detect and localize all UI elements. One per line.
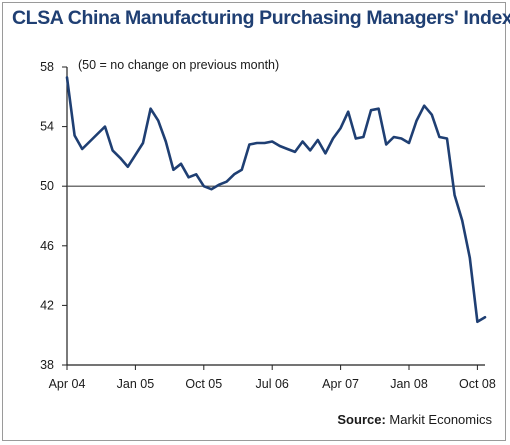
data-point: [241, 169, 243, 171]
x-tick-label: Jan 08: [390, 377, 428, 391]
chart-subtitle: (50 = no change on previous month): [78, 58, 280, 72]
data-point: [453, 194, 456, 196]
data-point: [89, 140, 91, 143]
data-point: [347, 110, 350, 113]
data-point: [210, 188, 213, 190]
x-tick-label: Jan 05: [117, 377, 155, 391]
y-tick-label: 38: [40, 358, 54, 372]
data-point: [157, 119, 159, 122]
y-ticks: 58 54 50 46 42 38: [40, 60, 67, 372]
data-point: [96, 133, 99, 135]
data-points: [66, 76, 486, 323]
data-point: [271, 140, 274, 143]
data-point: [408, 142, 410, 144]
source-label: Source:: [337, 412, 386, 427]
x-tick-label: Apr 07: [322, 377, 359, 391]
source-note: Source: Markit Economics: [337, 412, 492, 427]
data-point: [180, 163, 182, 165]
y-tick-label: 42: [40, 298, 54, 312]
data-point: [225, 180, 228, 183]
data-point: [393, 136, 395, 138]
data-point: [263, 142, 266, 144]
data-point: [484, 316, 486, 319]
y-tick-label: 54: [40, 120, 54, 134]
data-point: [469, 256, 471, 259]
chart-title: CLSA China Manufacturing Purchasing Mana…: [12, 7, 510, 29]
y-tick-label: 46: [40, 239, 54, 253]
data-point: [370, 109, 372, 112]
data-point: [415, 119, 418, 122]
data-point: [446, 137, 448, 140]
y-tick-label: 50: [40, 179, 54, 193]
data-point: [172, 169, 175, 171]
data-point: [203, 185, 205, 187]
data-point: [476, 320, 479, 323]
x-tick-label: Apr 04: [49, 377, 86, 391]
data-point: [248, 143, 251, 146]
data-point: [317, 139, 319, 141]
data-point: [256, 142, 258, 144]
y-tick-label: 58: [40, 60, 54, 74]
data-point: [149, 107, 152, 110]
data-point: [195, 173, 197, 176]
data-point: [233, 173, 235, 176]
data-point: [309, 149, 312, 152]
data-point: [355, 137, 357, 140]
data-point: [81, 148, 83, 150]
data-point: [294, 151, 296, 153]
x-ticks: Apr 04 Jan 05 Oct 05 Jul 06 Apr 07 Jan 08 Oct …: [49, 365, 496, 391]
data-point: [127, 166, 129, 168]
data-point: [400, 137, 403, 140]
data-point: [279, 145, 281, 147]
data-point: [134, 154, 137, 156]
data-point: [218, 183, 220, 186]
data-point: [377, 107, 380, 110]
data-point: [66, 76, 68, 79]
data-point: [119, 157, 121, 159]
data-point: [104, 125, 106, 128]
data-point: [286, 148, 289, 150]
data-point: [332, 137, 334, 140]
data-point: [339, 127, 342, 129]
data-point: [423, 104, 426, 107]
data-point: [362, 136, 365, 138]
x-tick-label: Oct 08: [459, 377, 496, 391]
data-point: [142, 142, 144, 144]
series-line: [65, 76, 487, 324]
data-point: [73, 134, 76, 137]
data-point: [461, 219, 464, 222]
x-tick-label: Jul 06: [256, 377, 289, 391]
data-point: [187, 176, 190, 179]
data-point: [431, 113, 433, 116]
data-point: [301, 140, 304, 143]
x-tick-label: Oct 05: [185, 377, 222, 391]
data-point: [165, 140, 167, 143]
source-value: Markit Economics: [389, 412, 492, 427]
chart-frame: [2, 2, 506, 441]
data-point: [324, 152, 327, 155]
data-point: [111, 149, 114, 152]
data-point: [385, 143, 388, 146]
data-point: [438, 136, 441, 138]
